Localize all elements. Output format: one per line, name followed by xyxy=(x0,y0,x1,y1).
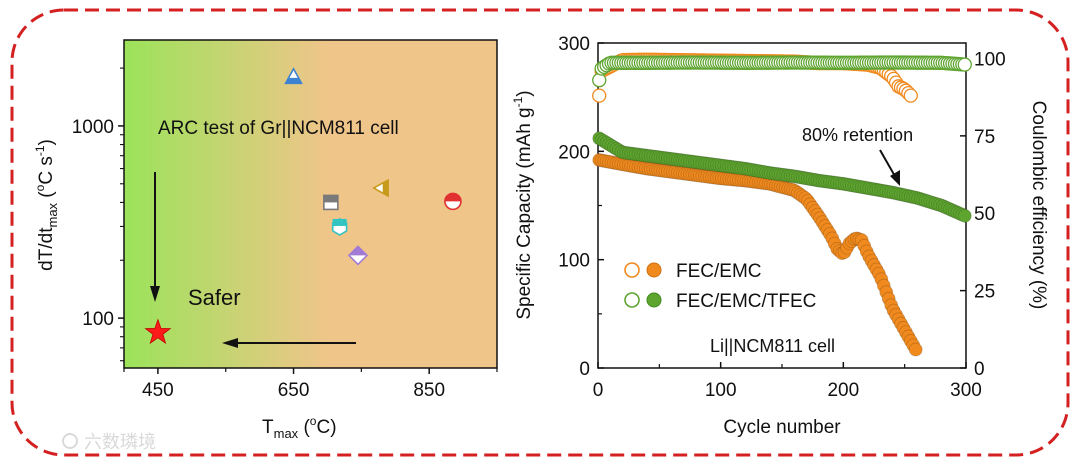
left-point-diamond xyxy=(347,245,369,266)
square-fill xyxy=(323,195,338,203)
hexagon-fill xyxy=(332,218,347,226)
right-x-tick-label: 0 xyxy=(593,380,604,401)
right-y-axis-label-right: Coulombic efficiency (%) xyxy=(1028,101,1049,310)
triangle-left-fill xyxy=(382,180,389,197)
legend-marker-filled-feCEmc xyxy=(646,262,662,278)
legend-marker-filled-tfec xyxy=(646,292,662,308)
left-plot-background xyxy=(124,40,497,368)
data-point xyxy=(592,72,607,88)
data-point xyxy=(957,208,972,223)
legend-marker-open-tfec xyxy=(624,292,640,308)
left-chart: 450 650 850 100 1000 ARC test of Gr||NCM811 … xyxy=(33,39,498,441)
arc-annotation: ARC test of Gr||NCM811 cell xyxy=(158,118,399,139)
right-right-y-tick-label: 0 xyxy=(974,359,985,380)
left-point-triangle-up xyxy=(284,67,303,85)
retention-arrow-head xyxy=(890,170,900,186)
series-fec-emc-tfec-ce xyxy=(592,55,972,88)
right-x-tick-label: 100 xyxy=(705,380,737,401)
right-left-y-tick-label: 100 xyxy=(558,251,590,272)
circle-fill xyxy=(444,193,461,202)
left-axis-ticks: 450 650 850 100 1000 xyxy=(72,67,498,401)
retention-arrow xyxy=(879,149,897,179)
right-right-y-tick-label: 100 xyxy=(974,49,1006,70)
left-point-hexagon xyxy=(331,218,348,236)
left-plot-frame xyxy=(123,39,498,369)
left-x-tick-label: 450 xyxy=(142,380,174,401)
left-point-triangle-left xyxy=(372,178,389,198)
right-y-axis-label-left: Specific Capacity (mAh g-1) xyxy=(511,90,535,319)
left-x-tick-label: 650 xyxy=(278,380,310,401)
left-y-axis-label: dT/dtmax (oC s-1) xyxy=(33,139,60,271)
legend-label-fec-emc: FEC/EMC xyxy=(676,261,762,282)
legend: FEC/EMC FEC/EMC/TFEC xyxy=(624,261,816,312)
left-y-tick-label: 100 xyxy=(82,309,114,330)
left-point-square xyxy=(323,194,339,211)
left-points xyxy=(144,67,462,345)
outer-dashed-frame xyxy=(10,8,1070,457)
legend-marker-open-feCEmc xyxy=(624,262,640,278)
diamond-fill xyxy=(348,246,367,256)
watermark-logo-icon xyxy=(62,433,78,449)
left-x-axis-label: Tmax (oC) xyxy=(262,414,337,441)
right-right-y-tick-label: 25 xyxy=(974,282,995,303)
data-point xyxy=(908,342,923,357)
right-left-y-tick-label: 300 xyxy=(558,34,590,55)
right-x-tick-label: 200 xyxy=(827,380,859,401)
right-right-y-tick-label: 50 xyxy=(974,204,995,225)
right-left-y-tick-label: 0 xyxy=(579,359,590,380)
left-arrow-head xyxy=(222,338,238,348)
retention-annotation: 80% retention xyxy=(802,125,913,145)
right-x-tick-label: 300 xyxy=(950,380,982,401)
data-point xyxy=(592,88,607,103)
data-point xyxy=(957,57,972,72)
right-points xyxy=(592,52,972,357)
right-x-axis-label: Cycle number xyxy=(723,417,841,438)
left-point-star xyxy=(144,318,172,345)
down-arrow-head xyxy=(150,286,160,302)
left-y-tick-label: 1000 xyxy=(72,117,114,138)
data-point xyxy=(903,88,918,103)
series-fec-emc-tfec-capacity xyxy=(592,131,972,223)
watermark-text: 六数璘境 xyxy=(84,432,156,452)
right-right-y-tick-label: 75 xyxy=(974,127,995,148)
star-marker xyxy=(144,318,172,345)
right-left-y-tick-label: 200 xyxy=(558,142,590,163)
watermark: 六数璘境 xyxy=(62,432,156,452)
left-point-circle xyxy=(444,192,462,211)
legend-label-fec-emc-tfec: FEC/EMC/TFEC xyxy=(676,291,816,312)
safer-label: Safer xyxy=(188,285,241,310)
triangle-up-fill xyxy=(285,77,302,84)
left-x-tick-label: 850 xyxy=(413,380,445,401)
cell-label: Li||NCM811 cell xyxy=(710,336,835,356)
